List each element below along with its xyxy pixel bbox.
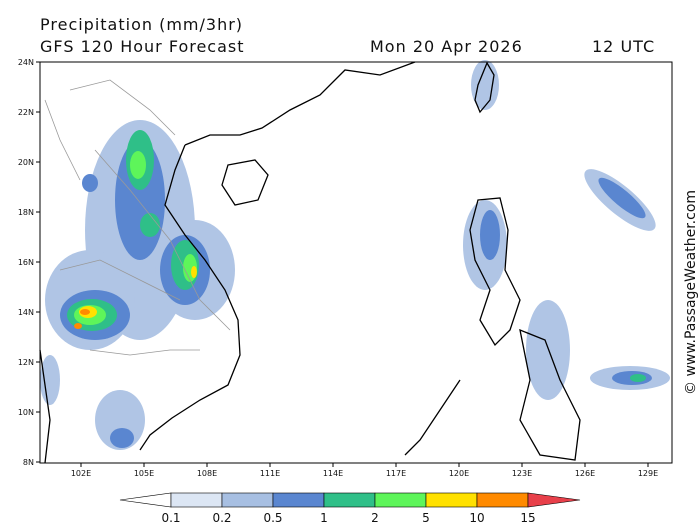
lat-label: 14N — [18, 308, 34, 317]
date: Mon 20 Apr 2026 — [370, 37, 523, 56]
lat-label: 16N — [18, 258, 34, 267]
colorbar-box — [374, 492, 427, 508]
lon-label: 129E — [638, 469, 658, 478]
subtitle: GFS 120 Hour Forecast — [40, 37, 245, 56]
lon-label: 126E — [575, 469, 595, 478]
lon-label: 108E — [197, 469, 217, 478]
colorbar-box — [476, 492, 529, 508]
colorbar-label: 0.2 — [212, 511, 231, 525]
colorbar-box — [272, 492, 325, 508]
axis-labels: 102E 105E 108E 111E 114E 117E 120E 123E 126E 129E… — [18, 58, 658, 478]
colorbar-box — [170, 492, 223, 508]
colorbar-label: 10 — [469, 511, 484, 525]
coastlines — [39, 61, 581, 464]
colorbar-label: 1 — [320, 511, 328, 525]
colorbar: 0.1 0.2 0.5 1 2 5 10 15 — [119, 492, 581, 525]
credit: © www.PassageWeather.com — [683, 190, 699, 395]
lon-label: 102E — [71, 469, 91, 478]
lat-label: 10N — [18, 408, 34, 417]
colorbar-label: 5 — [422, 511, 430, 525]
lon-label: 120E — [449, 469, 469, 478]
colorbar-box — [323, 492, 376, 508]
colorbar-label: 2 — [371, 511, 379, 525]
time: 12 UTC — [592, 37, 655, 56]
colorbar-box — [425, 492, 478, 508]
lat-label: 22N — [18, 108, 34, 117]
lon-label: 105E — [134, 469, 154, 478]
colorbar-label: 15 — [520, 511, 535, 525]
lon-label: 123E — [512, 469, 532, 478]
lat-label: 18N — [18, 208, 34, 217]
lon-label: 117E — [386, 469, 406, 478]
colorbar-label: 0.5 — [263, 511, 282, 525]
lon-label: 111E — [260, 469, 280, 478]
borders — [44, 79, 231, 356]
lat-label: 8N — [23, 458, 34, 467]
colorbar-box — [221, 492, 274, 508]
colorbar-label: 0.1 — [161, 511, 180, 525]
lat-label: 24N — [18, 58, 34, 67]
lat-label: 12N — [18, 358, 34, 367]
colorbar-low — [119, 492, 172, 508]
title: Precipitation (mm/3hr) — [40, 15, 243, 34]
lat-label: 20N — [18, 158, 34, 167]
precip — [40, 60, 670, 450]
lon-label: 114E — [323, 469, 343, 478]
colorbar-high — [527, 492, 581, 508]
